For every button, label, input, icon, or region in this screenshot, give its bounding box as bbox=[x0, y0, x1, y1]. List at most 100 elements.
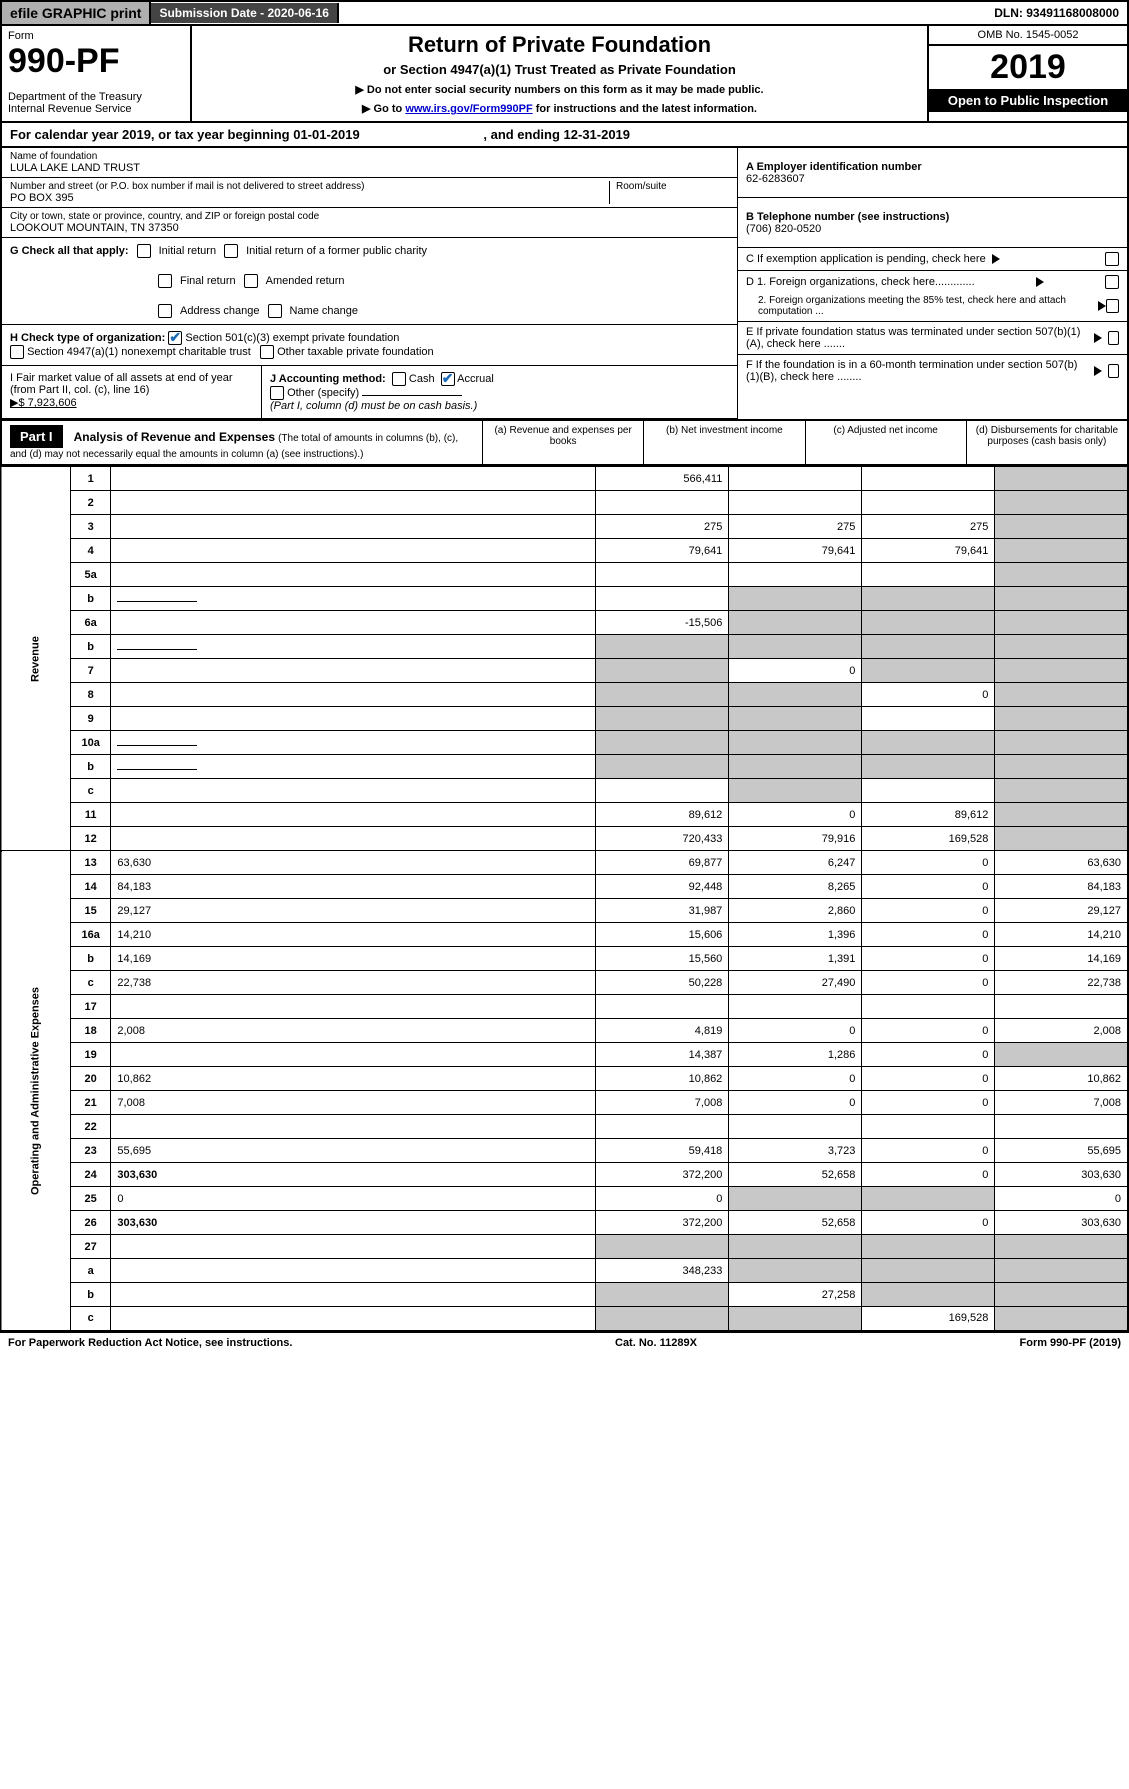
line-number: 15 bbox=[70, 899, 111, 923]
cell-b bbox=[729, 467, 862, 491]
part1-title: Analysis of Revenue and Expenses bbox=[74, 430, 275, 444]
table-row: 6a-15,506 bbox=[1, 611, 1128, 635]
footer-left: For Paperwork Reduction Act Notice, see … bbox=[8, 1337, 292, 1349]
line-description bbox=[111, 683, 596, 707]
table-row: 25000 bbox=[1, 1187, 1128, 1211]
cell-c: 0 bbox=[862, 1163, 995, 1187]
cell-b bbox=[729, 611, 862, 635]
cell-c: 0 bbox=[862, 1211, 995, 1235]
cell-a: 372,200 bbox=[596, 1163, 729, 1187]
cell-b: 0 bbox=[729, 1091, 862, 1115]
table-row: b bbox=[1, 635, 1128, 659]
form-link[interactable]: www.irs.gov/Form990PF bbox=[405, 103, 532, 115]
exemption-pending-cb[interactable] bbox=[1105, 252, 1119, 266]
line-number: 16a bbox=[70, 923, 111, 947]
cell-b: 6,247 bbox=[729, 851, 862, 875]
line-description bbox=[111, 707, 596, 731]
cell-b bbox=[729, 563, 862, 587]
4947-cb[interactable] bbox=[10, 345, 24, 359]
final-return-cb[interactable] bbox=[158, 274, 172, 288]
cell-c bbox=[862, 1187, 995, 1211]
cell-c bbox=[862, 611, 995, 635]
table-row: 12720,43379,916169,528 bbox=[1, 827, 1128, 851]
address-change-cb[interactable] bbox=[158, 304, 172, 318]
foreign-85-cb[interactable] bbox=[1106, 299, 1119, 313]
line-description bbox=[111, 995, 596, 1019]
other-method-cb[interactable] bbox=[270, 386, 284, 400]
line-number: 4 bbox=[70, 539, 111, 563]
501c3-cb[interactable] bbox=[168, 331, 182, 345]
line-number: 9 bbox=[70, 707, 111, 731]
line-description: 29,127 bbox=[111, 899, 596, 923]
other-taxable-cb[interactable] bbox=[260, 345, 274, 359]
cell-d bbox=[995, 1235, 1128, 1259]
room-label: Room/suite bbox=[616, 181, 729, 192]
submission-date: Submission Date - 2020-06-16 bbox=[151, 3, 338, 23]
cell-d bbox=[995, 491, 1128, 515]
table-row: 16a14,21015,6061,396014,210 bbox=[1, 923, 1128, 947]
calendar-year-row: For calendar year 2019, or tax year begi… bbox=[0, 123, 1129, 148]
line-description bbox=[111, 467, 596, 491]
efile-print-button[interactable]: efile GRAPHIC print bbox=[2, 2, 151, 24]
cell-c: 0 bbox=[862, 899, 995, 923]
line-description bbox=[111, 755, 596, 779]
name-change-cb[interactable] bbox=[268, 304, 282, 318]
cell-c: 275 bbox=[862, 515, 995, 539]
table-row: 2010,86210,8620010,862 bbox=[1, 1067, 1128, 1091]
line-number: a bbox=[70, 1259, 111, 1283]
cell-b bbox=[729, 1187, 862, 1211]
cash-cb[interactable] bbox=[392, 372, 406, 386]
line-description bbox=[111, 827, 596, 851]
line-number: 23 bbox=[70, 1139, 111, 1163]
cell-c: 0 bbox=[862, 971, 995, 995]
line-number: 10a bbox=[70, 731, 111, 755]
cell-b bbox=[729, 1235, 862, 1259]
line-number: 11 bbox=[70, 803, 111, 827]
cell-c bbox=[862, 1235, 995, 1259]
foreign-org-cb[interactable] bbox=[1105, 275, 1119, 289]
cell-c: 0 bbox=[862, 923, 995, 947]
cell-a: 566,411 bbox=[596, 467, 729, 491]
phone-label: B Telephone number (see instructions) bbox=[746, 211, 949, 223]
line-description bbox=[111, 563, 596, 587]
line-number: b bbox=[70, 947, 111, 971]
table-row: b14,16915,5601,391014,169 bbox=[1, 947, 1128, 971]
table-row: a348,233 bbox=[1, 1259, 1128, 1283]
cell-c: 0 bbox=[862, 947, 995, 971]
cell-b: 0 bbox=[729, 659, 862, 683]
line-number: b bbox=[70, 635, 111, 659]
line-description: 10,862 bbox=[111, 1067, 596, 1091]
cell-d bbox=[995, 611, 1128, 635]
cell-a: 15,606 bbox=[596, 923, 729, 947]
cell-c: 0 bbox=[862, 1091, 995, 1115]
cell-d bbox=[995, 539, 1128, 563]
table-row: 17 bbox=[1, 995, 1128, 1019]
line-description: 63,630 bbox=[111, 851, 596, 875]
cell-b: 0 bbox=[729, 1019, 862, 1043]
line-number: 3 bbox=[70, 515, 111, 539]
line-description bbox=[111, 1283, 596, 1307]
60-month-cb[interactable] bbox=[1108, 364, 1119, 378]
line-description bbox=[111, 587, 596, 611]
accrual-cb[interactable] bbox=[441, 372, 455, 386]
cell-d bbox=[995, 467, 1128, 491]
line-description bbox=[111, 539, 596, 563]
table-row: Operating and Administrative Expenses136… bbox=[1, 851, 1128, 875]
amended-return-cb[interactable] bbox=[244, 274, 258, 288]
line-number: c bbox=[70, 779, 111, 803]
status-terminated-cb[interactable] bbox=[1108, 331, 1119, 345]
cell-a bbox=[596, 779, 729, 803]
cell-c: 169,528 bbox=[862, 1307, 995, 1331]
section-e: E If private foundation status was termi… bbox=[746, 326, 1088, 350]
cell-d bbox=[995, 995, 1128, 1019]
cell-b bbox=[729, 683, 862, 707]
cell-b: 275 bbox=[729, 515, 862, 539]
initial-former-cb[interactable] bbox=[224, 244, 238, 258]
footer-mid: Cat. No. 11289X bbox=[615, 1337, 697, 1349]
cell-c: 0 bbox=[862, 1043, 995, 1067]
initial-return-cb[interactable] bbox=[137, 244, 151, 258]
address: PO BOX 395 bbox=[10, 192, 609, 204]
cell-a: 92,448 bbox=[596, 875, 729, 899]
line-description bbox=[111, 635, 596, 659]
line-description bbox=[111, 731, 596, 755]
